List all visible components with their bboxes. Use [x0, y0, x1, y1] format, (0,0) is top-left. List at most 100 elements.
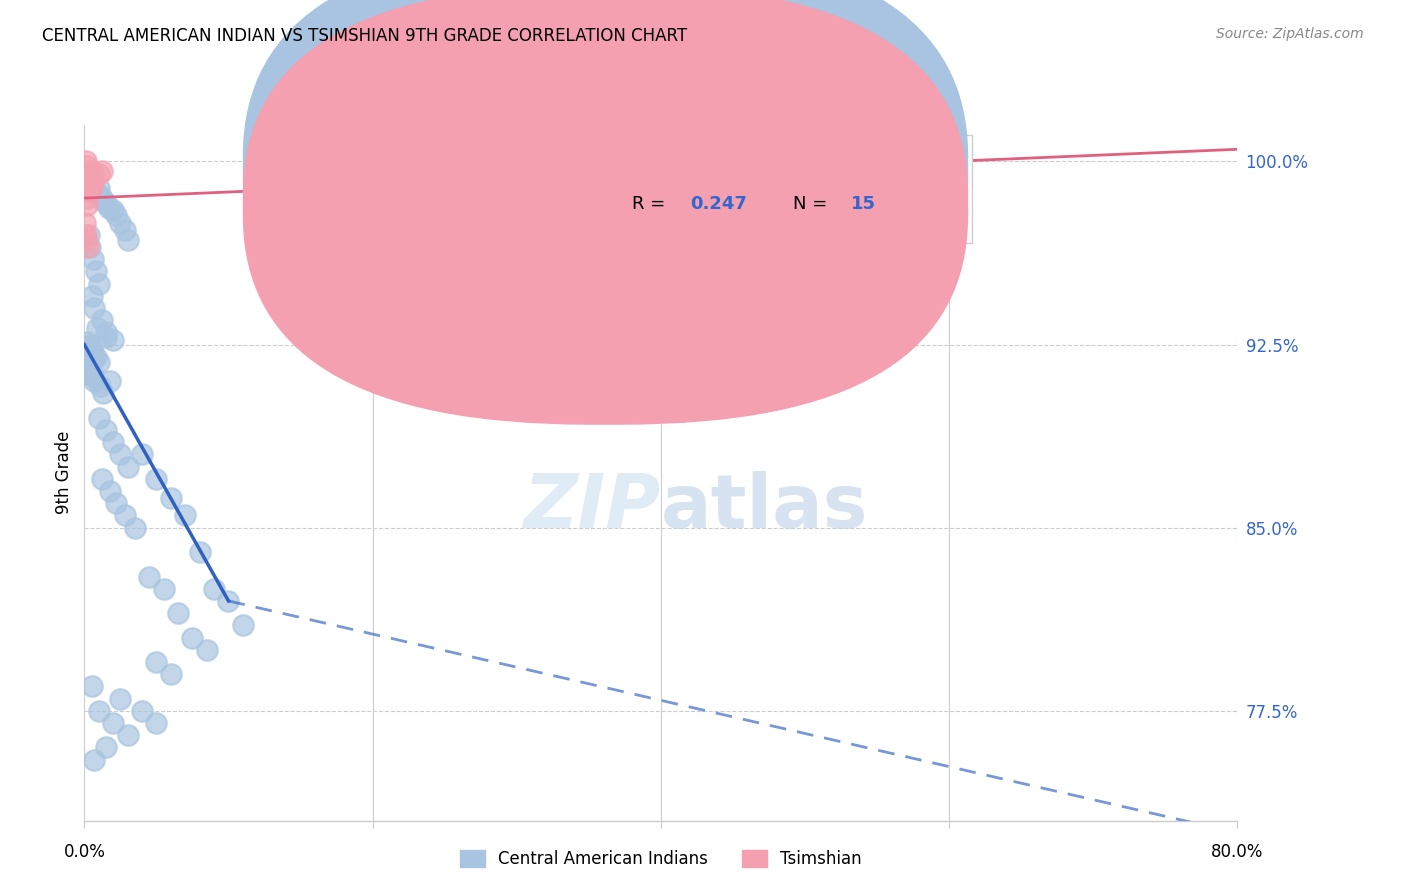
Point: [75, 215, 97, 229]
Point: [80, 289, 103, 303]
Point: [82, 347, 104, 361]
Point: [86, 320, 108, 334]
Point: [77, 227, 100, 242]
Point: [87, 410, 110, 425]
Point: [103, 716, 125, 731]
Text: 15: 15: [851, 194, 876, 212]
Point: [202, 582, 225, 596]
Point: [80, 343, 103, 357]
Text: N =: N =: [793, 194, 834, 212]
Point: [110, 215, 132, 229]
Point: [75, 154, 97, 169]
Point: [80, 679, 103, 693]
Point: [83, 753, 105, 767]
Point: [80, 178, 103, 193]
Text: atlas: atlas: [661, 471, 868, 544]
Point: [103, 333, 125, 347]
Point: [152, 582, 174, 596]
Point: [79, 240, 101, 254]
Point: [188, 545, 211, 559]
Point: [82, 252, 104, 267]
FancyBboxPatch shape: [568, 136, 972, 244]
Point: [105, 496, 128, 510]
FancyBboxPatch shape: [243, 0, 967, 385]
Point: [174, 508, 197, 523]
Text: ZIP: ZIP: [523, 471, 661, 544]
Point: [103, 203, 125, 218]
Point: [181, 631, 204, 645]
Point: [87, 181, 110, 195]
Point: [79, 362, 101, 376]
Point: [75, 227, 97, 242]
Point: [76, 191, 98, 205]
Text: R =: R =: [633, 156, 671, 174]
Point: [75, 184, 97, 198]
Text: 0.247: 0.247: [690, 194, 747, 212]
Point: [114, 508, 136, 523]
Point: [82, 352, 104, 367]
Point: [90, 191, 112, 205]
Point: [77, 240, 100, 254]
Point: [117, 459, 139, 474]
Point: [160, 491, 183, 506]
Point: [89, 188, 111, 202]
Point: [195, 642, 218, 657]
Point: [79, 171, 101, 186]
Point: [83, 301, 105, 315]
Point: [84, 264, 107, 278]
Point: [83, 374, 105, 388]
Point: [218, 594, 240, 608]
Point: [82, 369, 104, 384]
Point: [94, 196, 117, 211]
Point: [91, 386, 114, 401]
Point: [76, 160, 98, 174]
Point: [91, 194, 114, 208]
Point: [80, 181, 103, 195]
Y-axis label: 9th Grade: 9th Grade: [55, 431, 73, 515]
Text: 0.0%: 0.0%: [63, 843, 105, 861]
Point: [77, 167, 100, 181]
Point: [145, 716, 167, 731]
Point: [167, 606, 190, 620]
Point: [94, 330, 117, 344]
Point: [103, 435, 125, 450]
Point: [117, 233, 139, 247]
Text: 80.0%: 80.0%: [1211, 843, 1264, 861]
Point: [82, 164, 104, 178]
Point: [97, 201, 120, 215]
Point: [131, 447, 153, 461]
Point: [77, 367, 100, 381]
Point: [76, 198, 98, 212]
Point: [98, 374, 121, 388]
Point: [84, 350, 107, 364]
Point: [145, 472, 167, 486]
Point: [83, 184, 105, 198]
Point: [79, 345, 101, 359]
Point: [131, 704, 153, 718]
Point: [90, 472, 112, 486]
Point: [94, 740, 117, 755]
Point: [94, 423, 117, 437]
Point: [77, 337, 100, 351]
Point: [105, 208, 128, 222]
Point: [82, 177, 104, 191]
Point: [87, 277, 110, 291]
Point: [117, 728, 139, 742]
Point: [87, 167, 110, 181]
Point: [98, 484, 121, 499]
Text: N =: N =: [793, 156, 834, 174]
Text: Source: ZipAtlas.com: Source: ZipAtlas.com: [1216, 27, 1364, 41]
Point: [87, 704, 110, 718]
Point: [89, 379, 111, 393]
Point: [114, 223, 136, 237]
Point: [110, 447, 132, 461]
Point: [80, 350, 103, 364]
Point: [80, 174, 103, 188]
Point: [76, 359, 98, 374]
Point: [94, 326, 117, 340]
Point: [232, 618, 254, 632]
Text: 78: 78: [851, 156, 876, 174]
Point: [138, 569, 160, 583]
Text: CENTRAL AMERICAN INDIAN VS TSIMSHIAN 9TH GRADE CORRELATION CHART: CENTRAL AMERICAN INDIAN VS TSIMSHIAN 9TH…: [42, 27, 688, 45]
Point: [87, 354, 110, 368]
